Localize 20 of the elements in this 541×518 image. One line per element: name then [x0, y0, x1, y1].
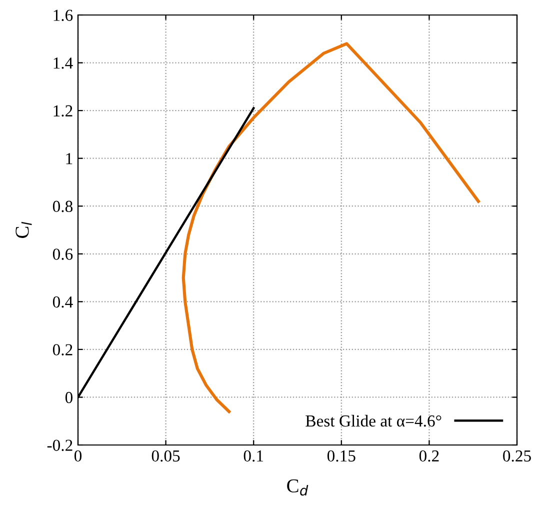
- x-tick-label: 0.1: [244, 450, 264, 462]
- y-tick-label: 1: [66, 153, 72, 164]
- y-tick-label: 0.2: [52, 344, 72, 356]
- x-tick-label: 0: [74, 450, 82, 462]
- y-tick-label: -0.2: [47, 440, 72, 452]
- x-axis-title: C$_{d}$: [287, 479, 308, 496]
- y-tick-label: 0.4: [52, 296, 73, 308]
- y-axis-title: C$_{l}$: [16, 222, 32, 238]
- y-tick-label: 0: [65, 392, 73, 404]
- legend-label: Best Glide at α=4.6°: [306, 414, 442, 427]
- y-tick-label: 1.4: [54, 58, 73, 69]
- x-tick-label: 0.05: [152, 450, 180, 462]
- x-tick-label: 0.15: [327, 450, 356, 462]
- x-tick-label: 0.25: [503, 450, 531, 462]
- y-tick-label: 1.2: [54, 105, 72, 117]
- x-tick-label: 0.2: [419, 450, 439, 462]
- y-tick-label: 1.6: [54, 10, 73, 22]
- y-tick-label: 0.8: [52, 200, 73, 212]
- y-tick-label: 0.6: [52, 248, 73, 260]
- line-series: [182, 42, 480, 414]
